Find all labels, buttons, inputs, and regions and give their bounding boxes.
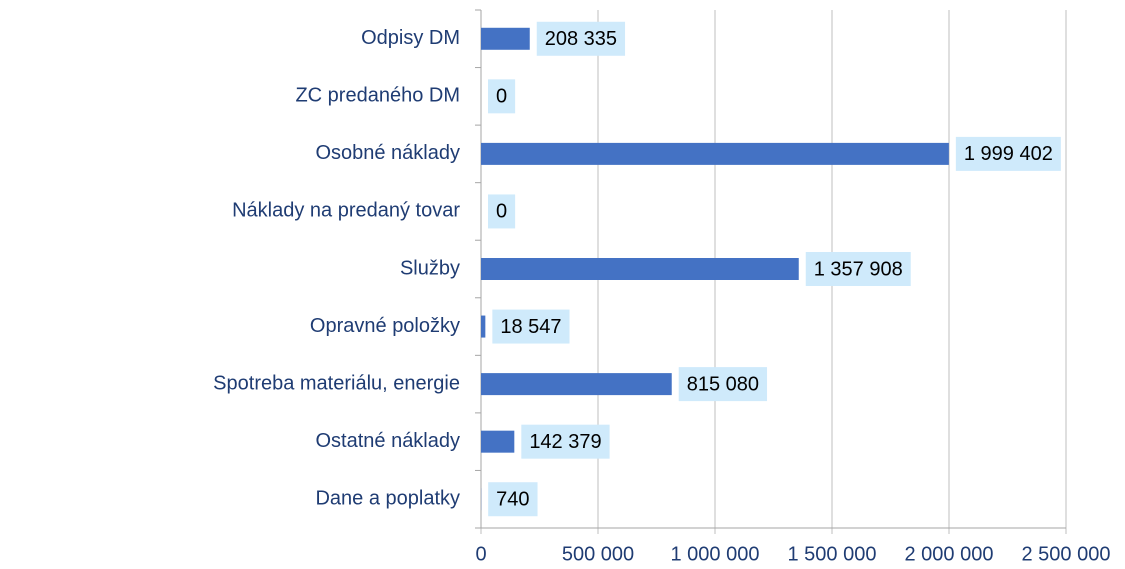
category-label: Ostatné náklady xyxy=(315,430,460,452)
value-label-box xyxy=(678,367,768,402)
value-label-box xyxy=(492,309,570,344)
value-label: 0 xyxy=(496,201,507,223)
category-label: Dane a poplatky xyxy=(315,488,460,510)
bar xyxy=(481,27,530,50)
category-label: Služby xyxy=(400,257,460,279)
x-tick-label: 2 000 000 xyxy=(905,543,994,565)
category-label: Spotreba materiálu, energie xyxy=(213,372,460,394)
value-label-box xyxy=(955,136,1061,171)
value-label: 0 xyxy=(496,86,507,108)
category-label: Opravné položky xyxy=(310,315,460,337)
category-label: Osobné náklady xyxy=(315,142,460,164)
category-label: Odpisy DM xyxy=(361,27,460,49)
value-label-box xyxy=(521,424,610,459)
bar xyxy=(481,258,799,280)
value-label: 142 379 xyxy=(529,431,601,453)
category-label: Náklady na predaný tovar xyxy=(232,200,460,222)
value-label: 18 547 xyxy=(500,316,561,338)
value-label-box xyxy=(488,482,538,517)
value-label-box xyxy=(488,79,516,114)
value-label-box xyxy=(536,21,626,56)
x-tick-label: 2 500 000 xyxy=(1022,543,1111,565)
bar xyxy=(481,142,949,165)
bar xyxy=(481,373,672,396)
x-tick-label: 0 xyxy=(475,543,486,565)
value-label-box xyxy=(488,194,516,229)
value-label: 815 080 xyxy=(687,373,759,395)
x-tick-label: 500 000 xyxy=(562,543,634,565)
bar xyxy=(481,430,515,453)
x-tick-label: 1 500 000 xyxy=(788,543,877,565)
value-label: 208 335 xyxy=(545,28,617,50)
value-label: 740 xyxy=(496,489,529,511)
x-tick-label: 1 000 000 xyxy=(671,543,760,565)
bar xyxy=(481,315,486,338)
value-label: 1 357 908 xyxy=(814,258,903,280)
value-label: 1 999 402 xyxy=(964,143,1053,165)
category-label: ZC predaného DM xyxy=(295,85,460,107)
value-label-box xyxy=(805,252,911,286)
